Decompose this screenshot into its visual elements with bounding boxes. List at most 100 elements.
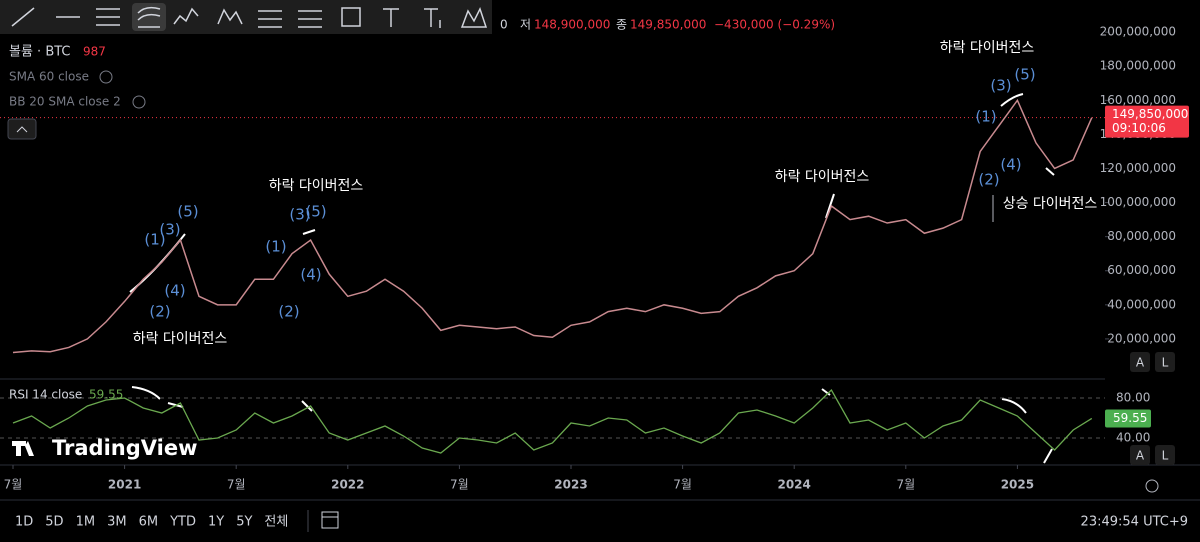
hide-icon[interactable] <box>132 95 146 109</box>
y-tick-label: 100,000,000 <box>1100 195 1176 209</box>
divergence-label: 상승 다이버전스 <box>1003 196 1098 212</box>
chevron <box>16 126 28 133</box>
tool-anchored-text[interactable] <box>424 8 441 28</box>
rsi-line <box>12 388 1093 454</box>
y-tick-label: 40.00 <box>1116 431 1150 445</box>
tool-pattern[interactable] <box>460 7 488 28</box>
close: 149,850,000 <box>630 18 706 32</box>
last-price-label: 149,850,000 <box>1112 107 1188 121</box>
divergence-label: 하락 다이버전스 <box>940 40 1035 56</box>
x-tick-label: 2022 <box>331 478 364 492</box>
x-tick-label: 2025 <box>1001 478 1034 492</box>
wave-label: (3) <box>990 77 1011 95</box>
wave-label: (2) <box>978 171 999 189</box>
scale-button-label: L <box>1162 356 1169 370</box>
tool-text[interactable] <box>383 8 399 27</box>
indicator: SMA 60 close <box>9 70 89 84</box>
scale-button-label: A <box>1136 449 1145 463</box>
timeframe-button[interactable]: 1Y <box>208 515 224 530</box>
tool-abc[interactable] <box>217 8 243 25</box>
timeframe-button[interactable]: 6M <box>139 515 159 530</box>
y-tick-label: 120,000,000 <box>1100 161 1176 175</box>
scale-button[interactable] <box>1130 445 1150 465</box>
countdown: 09:10:06 <box>1112 121 1166 135</box>
date-range-icon[interactable] <box>321 511 339 529</box>
tool-icons <box>11 6 488 28</box>
wave-label: (2) <box>149 303 170 321</box>
wave-label: (1) <box>975 108 996 126</box>
tool-wave[interactable] <box>173 7 199 25</box>
tool-rect[interactable] <box>341 7 361 27</box>
divergence-label: 하락 다이버전스 <box>775 169 870 185</box>
volume: 987 <box>83 45 106 59</box>
wave-label: (4) <box>300 266 321 284</box>
x-tick-label: 2024 <box>777 478 810 492</box>
tool-pitch[interactable] <box>258 10 282 28</box>
divergence-label: 하락 다이버전스 <box>269 178 364 194</box>
timeframe-button[interactable]: 1D <box>15 515 33 530</box>
change: −430,000 (−0.29%) <box>714 18 835 32</box>
x-tick-label: 2021 <box>108 478 141 492</box>
y-tick-label: 60,000,000 <box>1107 263 1176 277</box>
logo <box>12 441 34 456</box>
y-tick-label: 80,000,000 <box>1107 229 1176 243</box>
x-tick-label: 7월 <box>673 478 692 492</box>
x-tick-label: 7월 <box>896 478 915 492</box>
timeframe-button[interactable]: 5Y <box>236 515 252 530</box>
rsi-value: 59.55 <box>89 388 123 402</box>
watermark: TradingView <box>52 436 197 460</box>
scale-button-label: A <box>1136 356 1145 370</box>
wave-label: (3) <box>159 221 180 239</box>
wave-label: (1) <box>265 238 286 256</box>
wave-label: (2) <box>278 303 299 321</box>
tool-fib[interactable] <box>137 6 161 28</box>
timeframe-button[interactable]: YTD <box>169 515 196 530</box>
y-tick-label: 200,000,000 <box>1100 25 1176 39</box>
scale-button[interactable] <box>1130 352 1150 372</box>
tool-channel[interactable] <box>96 8 120 26</box>
wave-label: (5) <box>1014 66 1035 84</box>
settings-icon[interactable] <box>1145 479 1159 493</box>
header-prefix: 0 <box>500 18 508 32</box>
close-label: 종 <box>616 18 627 32</box>
tool-trendline[interactable] <box>11 7 35 27</box>
scale-button[interactable] <box>1155 352 1175 372</box>
indicator: BB 20 SMA close 2 <box>9 95 121 109</box>
symbol: 볼륨 · BTC <box>9 45 71 60</box>
x-tick-label: 7월 <box>227 478 246 492</box>
divergence-label: 하락 다이버전스 <box>133 331 228 347</box>
rsi-name: RSI 14 close <box>9 388 82 402</box>
timeframe-button[interactable]: 5D <box>45 515 63 530</box>
y-tick-label: 40,000,000 <box>1107 297 1176 311</box>
hide-icon[interactable] <box>99 70 113 84</box>
timeframe-button[interactable]: 1M <box>76 515 96 530</box>
low: 148,900,000 <box>534 18 610 32</box>
wave-label: (5) <box>177 203 198 221</box>
collapse-button[interactable] <box>7 118 37 140</box>
wave-label: (5) <box>305 203 326 221</box>
y-tick-label: 20,000,000 <box>1107 331 1176 345</box>
low-label: 저 <box>520 18 531 32</box>
y-tick-label: 160,000,000 <box>1100 93 1176 107</box>
x-tick-label: 7월 <box>4 478 23 492</box>
clock: 23:49:54 UTC+9 <box>1081 515 1188 530</box>
wave-label: (4) <box>164 282 185 300</box>
scale-button[interactable] <box>1155 445 1175 465</box>
timeframe-button[interactable]: 3M <box>107 515 127 530</box>
y-tick-label: 180,000,000 <box>1100 59 1176 73</box>
x-tick-label: 7월 <box>450 478 469 492</box>
wave-label: (4) <box>1000 156 1021 174</box>
y-tick-label: 80.00 <box>1116 391 1150 405</box>
x-tick-label: 2023 <box>554 478 587 492</box>
rsi-badge <box>1105 409 1151 428</box>
wave-label: (3) <box>289 206 310 224</box>
rsi-badge-label: 59.55 <box>1113 411 1147 425</box>
tool-gann[interactable] <box>298 10 322 28</box>
last-price-badge <box>1105 105 1189 138</box>
timeframe-button[interactable]: 전체 <box>264 515 288 530</box>
toolbar <box>0 0 492 34</box>
wave-label: (1) <box>144 231 165 249</box>
